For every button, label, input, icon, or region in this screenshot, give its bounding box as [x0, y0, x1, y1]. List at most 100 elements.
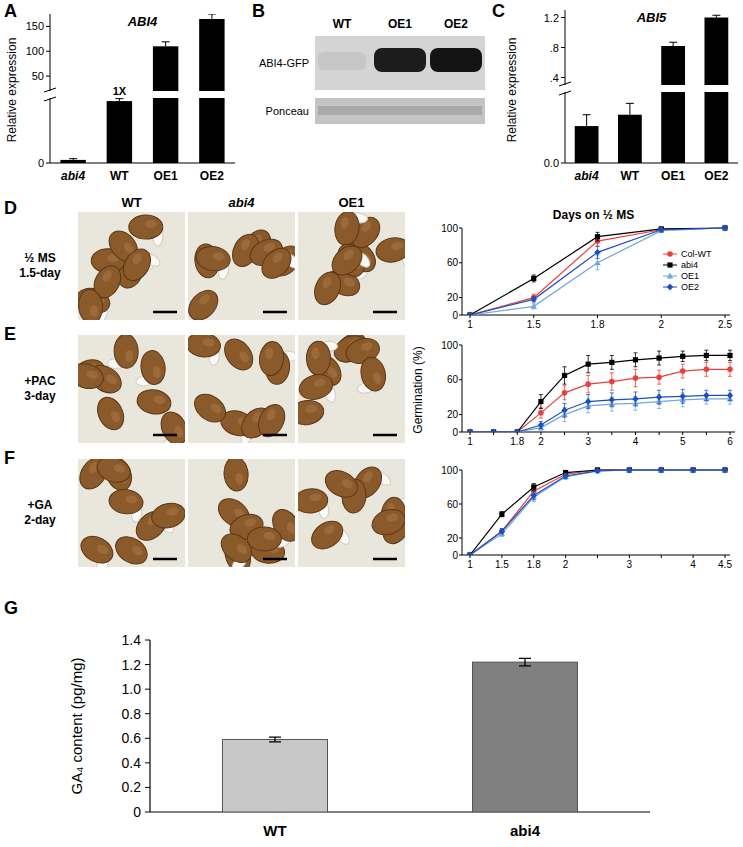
y-axis — [462, 470, 463, 555]
error-bar — [610, 373, 614, 390]
seed — [256, 243, 295, 284]
seed-highlight — [166, 506, 180, 517]
y-tick — [145, 713, 150, 714]
figure: ABCDEFGWTOE1OE2ABI4-GFPPonceauWTabi4OE1½… — [0, 0, 743, 847]
panel-label: F — [4, 448, 15, 468]
series-line — [470, 228, 725, 315]
marker — [499, 512, 504, 517]
seed — [219, 335, 259, 375]
y-axis — [149, 640, 150, 812]
line-chart: 0206010011.51.82344.5 — [441, 465, 732, 571]
bars — [223, 658, 578, 812]
y-tick-label: 20 — [447, 409, 459, 420]
x-tick-label: 4.5 — [718, 559, 732, 570]
blot-band — [430, 48, 482, 72]
seed-highlight — [305, 404, 318, 414]
marker — [690, 467, 696, 473]
marker — [626, 467, 632, 474]
y-tick-label: 50 — [32, 70, 44, 82]
marker — [531, 276, 536, 281]
marker — [704, 367, 710, 373]
x-tick — [635, 432, 636, 435]
y-tick — [459, 470, 462, 471]
break-mark — [44, 88, 56, 92]
seed-highlight — [271, 250, 285, 264]
seed-highlight — [243, 517, 257, 529]
seed-highlight — [322, 523, 336, 536]
scale-bar — [263, 311, 287, 314]
y-tick-label: .4 — [550, 72, 559, 84]
y-tick-label: 100 — [441, 223, 458, 234]
panel-label: D — [4, 198, 17, 218]
error-bar — [208, 14, 216, 19]
marker — [627, 467, 633, 473]
x-tick-label: 1 — [467, 436, 473, 447]
bar — [199, 19, 224, 163]
error-bar — [162, 42, 170, 46]
break-mark — [559, 82, 571, 86]
error-bar — [563, 367, 567, 384]
blot-membrane — [315, 36, 485, 90]
error-bar — [269, 737, 281, 742]
break-mark — [559, 91, 571, 95]
marker — [514, 429, 520, 432]
seed-highlight — [112, 463, 126, 474]
marker — [467, 429, 473, 432]
series-line — [470, 355, 730, 432]
seed — [374, 235, 405, 265]
x-tick-label: abi4 — [61, 169, 85, 183]
y-tick — [145, 664, 150, 665]
y-tick — [459, 345, 462, 346]
y-tick-label: 0.0 — [544, 157, 559, 169]
marker — [656, 355, 661, 360]
legend-label: abi4 — [681, 260, 698, 270]
x-tick — [725, 555, 726, 558]
x-tick — [533, 315, 534, 318]
marker — [727, 392, 733, 399]
seed — [358, 355, 389, 393]
error-bar — [115, 99, 123, 101]
seed-highlight — [265, 347, 274, 360]
x-tick-label: 1.5 — [527, 319, 541, 330]
error-bar — [596, 232, 600, 241]
seed — [78, 531, 118, 567]
seed-highlight — [391, 241, 404, 251]
marker — [467, 429, 473, 432]
marker — [633, 357, 638, 362]
y-tick — [145, 787, 150, 788]
seed-highlight — [212, 251, 225, 261]
seed — [310, 268, 346, 309]
error-bar — [539, 408, 543, 418]
x-tick-label: 2.5 — [718, 319, 732, 330]
row-label: Ponceau — [266, 105, 309, 117]
y-tick — [459, 414, 462, 415]
y-tick — [561, 17, 565, 18]
x-tick-label: 2 — [538, 436, 544, 447]
bar — [60, 160, 85, 163]
seed-highlight — [109, 410, 121, 424]
y-axis — [462, 345, 463, 432]
y-tick — [145, 812, 150, 813]
seed — [78, 360, 106, 392]
seed-highlight — [130, 544, 144, 557]
y-tick — [561, 77, 565, 78]
chart-title: ABI4 — [127, 14, 158, 29]
seed-highlight — [89, 305, 98, 318]
axis-break — [43, 91, 235, 98]
y-tick — [459, 555, 462, 556]
x-tick-label: 6 — [727, 436, 733, 447]
y-tick-label: 0.4 — [122, 755, 142, 771]
marker — [531, 296, 537, 303]
x-tick-label: 4 — [633, 436, 639, 447]
marker — [467, 429, 472, 432]
scale-bar — [263, 558, 287, 561]
error-bar — [681, 351, 685, 361]
seed-highlight — [125, 350, 133, 362]
seed — [247, 527, 281, 551]
y-tick-label: 60 — [447, 257, 459, 268]
seed — [139, 349, 167, 386]
marker — [658, 226, 664, 233]
seed-highlight — [173, 424, 185, 438]
marker — [585, 398, 591, 405]
x-tick-label: OE1 — [154, 169, 178, 183]
